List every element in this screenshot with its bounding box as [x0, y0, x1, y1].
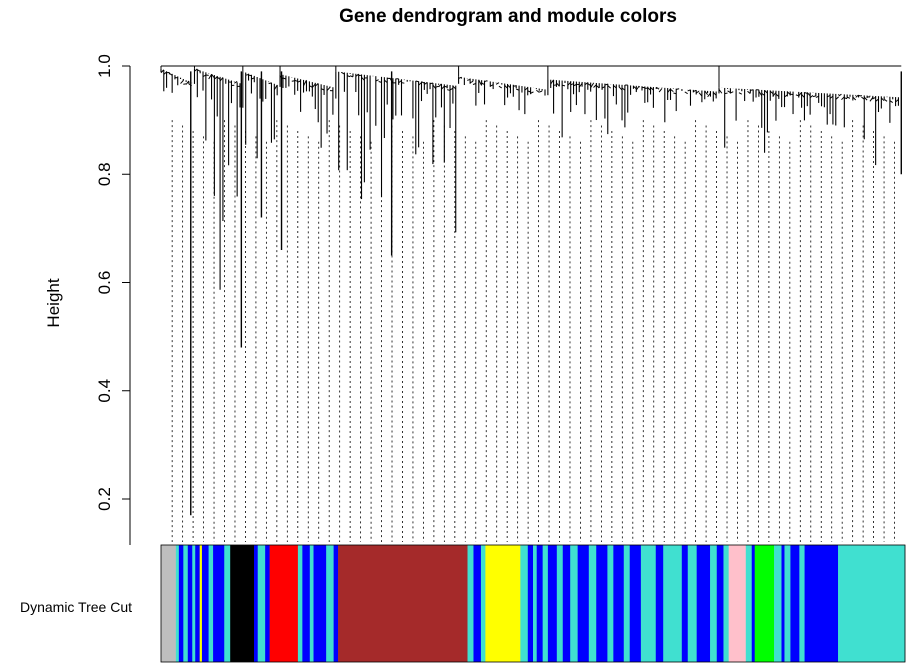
module-segment-blue	[655, 545, 664, 662]
y-tick-label: 0.6	[95, 271, 114, 295]
module-segment-blue	[781, 545, 785, 662]
module-segment-turquoise	[784, 545, 791, 662]
module-segment-turquoise	[640, 545, 657, 662]
leaf-guides	[171, 120, 895, 542]
module-segment-turquoise	[723, 545, 729, 662]
module-segment-pink	[728, 545, 747, 662]
module-segment-turquoise	[607, 545, 614, 662]
module-segment-turquoise	[192, 545, 196, 662]
module-segment-turquoise	[520, 545, 529, 662]
dendrogram-tree	[160, 65, 902, 542]
module-segment-blue	[254, 545, 259, 662]
module-segment-turquoise	[774, 545, 782, 662]
dendrogram-cluster	[279, 66, 334, 148]
module-segment-blue	[716, 545, 724, 662]
module-segment-blue	[201, 545, 209, 662]
module-segment-turquoise	[556, 545, 564, 662]
module-segment-blue	[473, 545, 482, 662]
module-segment-turquoise	[838, 545, 906, 662]
module-segment-turquoise	[224, 545, 231, 662]
module-segment-turquoise	[297, 545, 303, 662]
module-segment-green	[754, 545, 775, 662]
module-segment-turquoise	[687, 545, 697, 662]
dendrogram-cluster	[718, 66, 899, 166]
module-segment-blue	[596, 545, 608, 662]
module-segment-blue	[536, 545, 543, 662]
y-tick-label: 0.4	[95, 379, 114, 403]
module-segment-turquoise	[710, 545, 718, 662]
module-segment-turquoise	[663, 545, 683, 662]
module-segment-blue	[562, 545, 571, 662]
module-segment-blue	[681, 545, 689, 662]
dendrogram-cluster	[547, 66, 717, 138]
module-segment-blue	[547, 545, 558, 662]
module-segment-black	[230, 545, 255, 662]
y-tick-label: 1.0	[95, 54, 114, 78]
y-tick-label: 0.2	[95, 487, 114, 511]
module-segment-turquoise	[309, 545, 314, 662]
module-segment-turquoise	[799, 545, 805, 662]
module-segment-turquoise	[183, 545, 189, 662]
module-segment-grey	[161, 545, 177, 662]
y-tick-label: 0.8	[95, 162, 114, 186]
dendrogram-cluster	[160, 66, 193, 93]
module-segment-turquoise	[533, 545, 538, 662]
module-segment-yellow	[199, 545, 203, 662]
module-segment-turquoise	[480, 545, 486, 662]
module-segment-turquoise	[745, 545, 753, 662]
chart-title: Gene dendrogram and module colors	[339, 6, 677, 27]
module-segment-turquoise	[175, 545, 180, 662]
module-segment-turquoise	[542, 545, 549, 662]
module-segment-turquoise	[570, 545, 578, 662]
module-segment-turquoise	[208, 545, 214, 662]
module-segment-blue	[629, 545, 642, 662]
module-segment-blue	[187, 545, 193, 662]
module-segment-turquoise	[588, 545, 597, 662]
color-row-label: Dynamic Tree Cut	[20, 599, 132, 615]
color-bar-frame	[160, 544, 906, 663]
module-segment-turquoise	[326, 545, 334, 662]
module-segment-yellow	[485, 545, 521, 662]
module-segment-blue	[313, 545, 327, 662]
module-segment-blue	[790, 545, 800, 662]
module-segment-blue	[696, 545, 711, 662]
dendrogram-cluster	[193, 66, 241, 290]
y-axis: 0.2 0.4 0.6 0.8 1.0	[95, 54, 131, 545]
module-segment-blue	[333, 545, 339, 662]
module-segment-blue	[751, 545, 756, 662]
module-segment-blue	[178, 545, 184, 662]
y-axis-label: Height	[44, 278, 63, 327]
module-segment-blue	[804, 545, 839, 662]
module-segment-blue	[527, 545, 534, 662]
module-segment-blue	[265, 545, 270, 662]
module-segment-turquoise	[257, 545, 266, 662]
module-segment-brown	[338, 545, 468, 662]
module-color-bar	[160, 544, 906, 663]
module-segment-blue	[302, 545, 311, 662]
module-segment-blue	[577, 545, 590, 662]
module-segment-red	[269, 545, 299, 662]
dendrogram-cluster	[335, 66, 457, 233]
module-segment-blue	[213, 545, 225, 662]
dendrogram-cluster	[242, 66, 278, 159]
module-segment-blue	[195, 545, 200, 662]
module-segment-turquoise	[623, 545, 631, 662]
dendrogram-cluster	[458, 66, 546, 115]
module-segment-turquoise	[467, 545, 474, 662]
module-segment-blue	[613, 545, 625, 662]
